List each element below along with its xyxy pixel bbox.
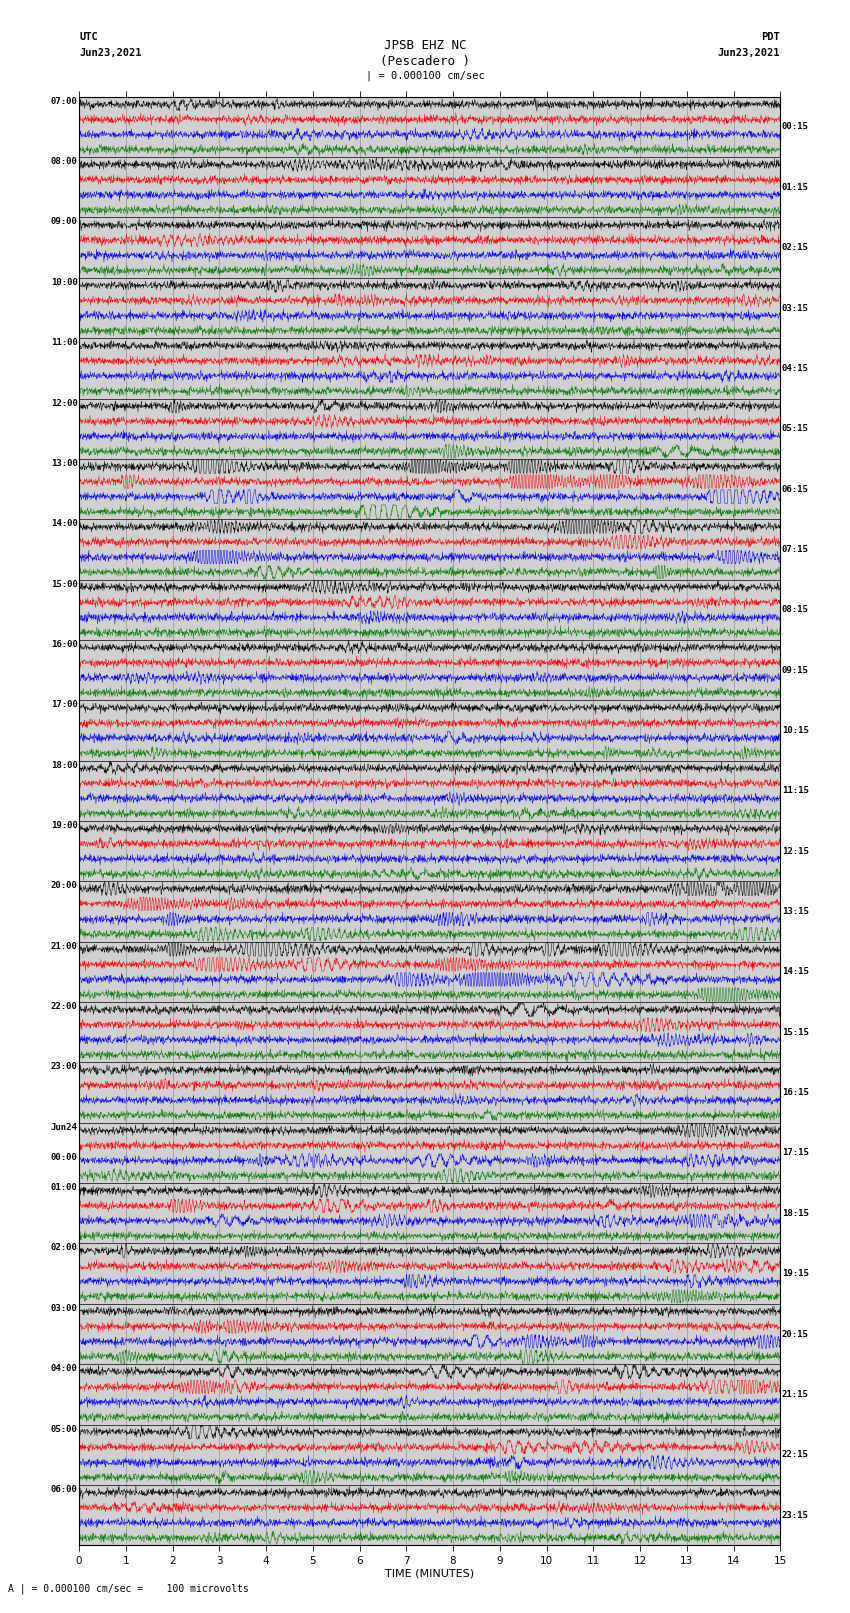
Text: PDT: PDT — [762, 32, 780, 42]
Text: 16:15: 16:15 — [782, 1089, 808, 1097]
Text: UTC: UTC — [79, 32, 98, 42]
Text: JPSB EHZ NC: JPSB EHZ NC — [383, 39, 467, 52]
Text: 20:00: 20:00 — [51, 881, 77, 890]
Text: 08:00: 08:00 — [51, 156, 77, 166]
Text: 19:15: 19:15 — [782, 1269, 808, 1277]
Text: 07:15: 07:15 — [782, 545, 808, 553]
Text: 14:00: 14:00 — [51, 519, 77, 527]
Text: Jun23,2021: Jun23,2021 — [717, 48, 780, 58]
Text: (Pescadero ): (Pescadero ) — [380, 55, 470, 68]
Text: 01:00: 01:00 — [51, 1184, 77, 1192]
Text: 17:00: 17:00 — [51, 700, 77, 710]
Text: 00:00: 00:00 — [51, 1153, 77, 1161]
Text: 14:15: 14:15 — [782, 968, 808, 976]
Text: 13:00: 13:00 — [51, 460, 77, 468]
Text: A | = 0.000100 cm/sec =    100 microvolts: A | = 0.000100 cm/sec = 100 microvolts — [8, 1582, 249, 1594]
Text: 03:15: 03:15 — [782, 303, 808, 313]
Text: 09:15: 09:15 — [782, 666, 808, 674]
Text: 18:00: 18:00 — [51, 761, 77, 769]
Text: 12:00: 12:00 — [51, 398, 77, 408]
Text: 06:00: 06:00 — [51, 1486, 77, 1494]
Text: 04:00: 04:00 — [51, 1365, 77, 1373]
Text: 02:00: 02:00 — [51, 1244, 77, 1252]
Text: 15:00: 15:00 — [51, 579, 77, 589]
Text: 19:00: 19:00 — [51, 821, 77, 831]
Text: 11:15: 11:15 — [782, 787, 808, 795]
Text: 23:00: 23:00 — [51, 1063, 77, 1071]
Text: 16:00: 16:00 — [51, 640, 77, 648]
Text: 22:00: 22:00 — [51, 1002, 77, 1011]
Text: 08:15: 08:15 — [782, 605, 808, 615]
Text: 20:15: 20:15 — [782, 1329, 808, 1339]
Text: 21:00: 21:00 — [51, 942, 77, 950]
Text: 13:15: 13:15 — [782, 907, 808, 916]
Text: 18:15: 18:15 — [782, 1208, 808, 1218]
Text: 01:15: 01:15 — [782, 182, 808, 192]
Text: | = 0.000100 cm/sec: | = 0.000100 cm/sec — [366, 71, 484, 82]
Text: 17:15: 17:15 — [782, 1148, 808, 1158]
Text: 00:15: 00:15 — [782, 123, 808, 131]
Text: 11:00: 11:00 — [51, 339, 77, 347]
Text: 12:15: 12:15 — [782, 847, 808, 855]
Text: 23:15: 23:15 — [782, 1511, 808, 1519]
X-axis label: TIME (MINUTES): TIME (MINUTES) — [385, 1568, 474, 1579]
Text: 07:00: 07:00 — [51, 97, 77, 106]
Text: 22:15: 22:15 — [782, 1450, 808, 1460]
Text: 02:15: 02:15 — [782, 244, 808, 252]
Text: 05:15: 05:15 — [782, 424, 808, 434]
Text: 10:15: 10:15 — [782, 726, 808, 736]
Text: 03:00: 03:00 — [51, 1303, 77, 1313]
Text: Jun23,2021: Jun23,2021 — [79, 48, 142, 58]
Text: 10:00: 10:00 — [51, 277, 77, 287]
Text: 21:15: 21:15 — [782, 1390, 808, 1398]
Text: 06:15: 06:15 — [782, 484, 808, 494]
Text: 09:00: 09:00 — [51, 218, 77, 226]
Text: 04:15: 04:15 — [782, 365, 808, 373]
Text: 15:15: 15:15 — [782, 1027, 808, 1037]
Text: Jun24: Jun24 — [51, 1123, 77, 1132]
Text: 05:00: 05:00 — [51, 1424, 77, 1434]
